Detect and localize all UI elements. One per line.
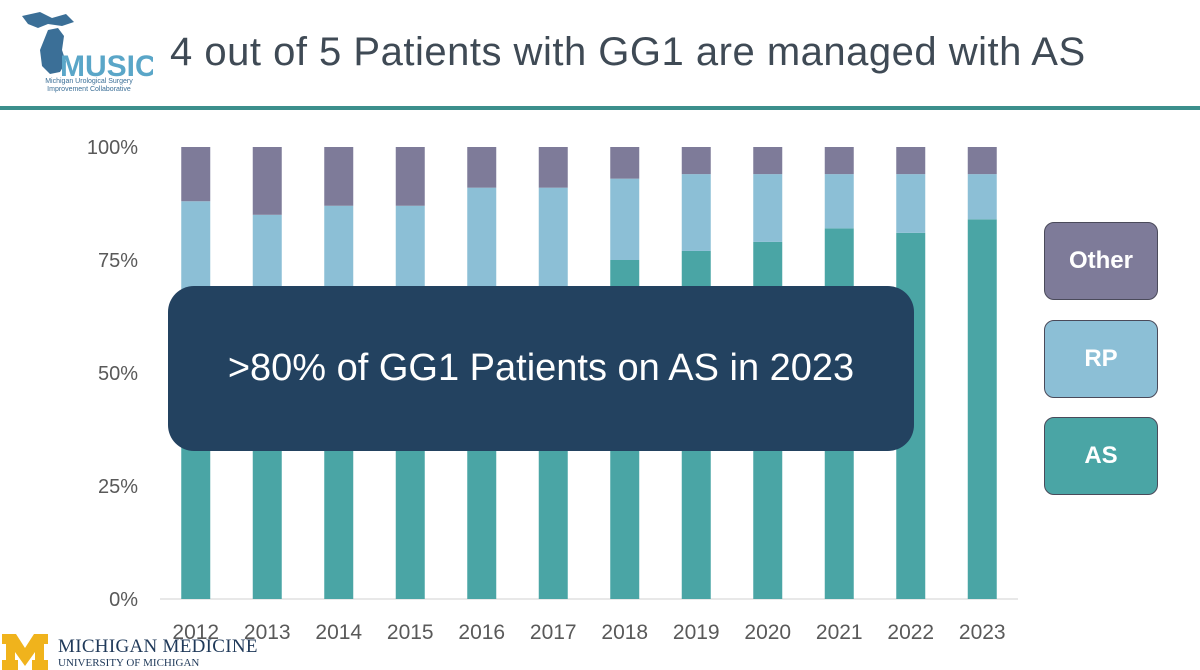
logo-wordmark: MUSIC	[60, 50, 153, 83]
footer-name: MICHIGAN MEDICINE	[58, 636, 258, 657]
y-tick-label: 25%	[98, 476, 138, 498]
bar-other-2020	[753, 147, 783, 175]
bar-rp-2021	[824, 174, 854, 229]
x-tick-label: 2019	[673, 621, 720, 644]
title-divider	[0, 106, 1200, 110]
music-logo: MUSIC	[22, 12, 153, 83]
legend-other: Other	[1044, 222, 1158, 300]
x-tick-label: 2018	[601, 621, 648, 644]
slide-header: MUSIC Michigan Urological Surgery Improv…	[0, 0, 1200, 112]
x-tick-label: 2020	[744, 621, 791, 644]
slide-title: 4 out of 5 Patients with GG1 are managed…	[170, 30, 1086, 74]
bar-other-2019	[681, 147, 711, 175]
y-tick-label: 0%	[109, 589, 138, 611]
bar-rp-2018	[610, 178, 640, 260]
x-tick-label: 2017	[530, 621, 577, 644]
legend-rp-label: RP	[1084, 345, 1118, 372]
x-tick-label: 2013	[244, 621, 291, 644]
logo-subtitle-line1: Michigan Urological Surgery	[45, 78, 133, 85]
bar-rp-2019	[681, 174, 711, 251]
x-tick-label: 2023	[959, 621, 1006, 644]
x-tick-label: 2015	[387, 621, 434, 644]
footer-subtitle: UNIVERSITY OF MICHIGAN	[58, 657, 200, 669]
y-tick-label: 100%	[87, 137, 138, 159]
bar-other-2022	[896, 147, 926, 175]
bar-other-2014	[324, 147, 354, 206]
legend-as-label: AS	[1084, 442, 1118, 469]
legend-rp: RP	[1044, 320, 1158, 398]
bar-rp-2020	[753, 174, 783, 242]
logo-subtitle-line2: Improvement Collaborative	[47, 86, 131, 93]
x-tick-label: 2021	[816, 621, 863, 644]
bar-other-2017	[538, 147, 568, 188]
x-tick-label: 2016	[458, 621, 505, 644]
x-tick-label: 2022	[887, 621, 934, 644]
callout-text: >80% of GG1 Patients on AS in 2023	[227, 347, 855, 389]
bar-rp-2023	[967, 174, 997, 220]
legend-as: AS	[1044, 417, 1158, 495]
footer: MICHIGAN MEDICINE UNIVERSITY OF MICHIGAN	[0, 630, 260, 670]
bar-as-2023	[967, 219, 997, 599]
bar-other-2013	[252, 147, 282, 215]
bar-other-2012	[181, 147, 211, 202]
bar-other-2021	[824, 147, 854, 175]
bar-rp-2022	[896, 174, 926, 233]
bar-other-2015	[395, 147, 425, 206]
x-tick-label: 2012	[172, 621, 219, 644]
block-m-logo	[2, 634, 48, 670]
bar-other-2018	[610, 147, 640, 179]
logo-subtitle: Michigan Urological Surgery Improvement …	[24, 78, 154, 94]
bar-other-2023	[967, 147, 997, 175]
bar-other-2016	[467, 147, 497, 188]
x-tick-label: 2014	[315, 621, 362, 644]
y-tick-label: 50%	[98, 363, 138, 385]
callout-box: >80% of GG1 Patients on AS in 2023	[168, 286, 914, 451]
y-tick-label: 75%	[98, 250, 138, 272]
legend-other-label: Other	[1068, 247, 1133, 274]
